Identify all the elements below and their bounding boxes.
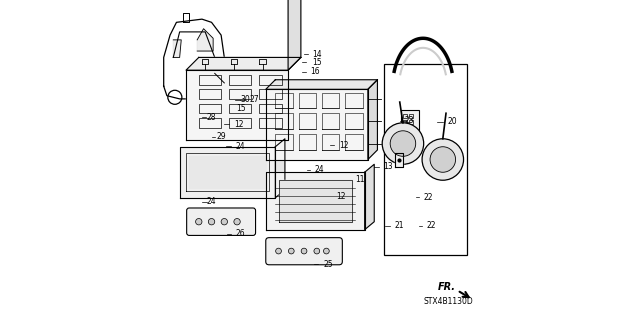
Circle shape <box>382 123 424 164</box>
Bar <box>229 89 252 99</box>
Circle shape <box>209 219 215 225</box>
Polygon shape <box>266 80 378 89</box>
Polygon shape <box>278 180 352 222</box>
Text: 27: 27 <box>250 95 259 104</box>
Circle shape <box>221 219 227 225</box>
Text: 21: 21 <box>395 221 404 230</box>
Text: 29: 29 <box>216 132 226 141</box>
Circle shape <box>323 248 329 254</box>
Circle shape <box>289 248 294 254</box>
Bar <box>401 110 419 134</box>
FancyBboxPatch shape <box>187 208 255 235</box>
Bar <box>403 114 407 118</box>
FancyBboxPatch shape <box>266 238 342 265</box>
Polygon shape <box>197 29 213 51</box>
Text: 16: 16 <box>310 67 320 76</box>
Text: 20: 20 <box>447 117 457 126</box>
Circle shape <box>196 219 202 225</box>
Text: STX4B1130D: STX4B1130D <box>424 297 473 306</box>
Bar <box>229 104 252 113</box>
Bar <box>199 89 221 99</box>
Text: 25: 25 <box>323 260 333 269</box>
Polygon shape <box>365 164 374 230</box>
Polygon shape <box>266 172 365 230</box>
Text: 22: 22 <box>427 221 436 230</box>
Polygon shape <box>189 156 266 188</box>
Text: 15: 15 <box>236 104 246 113</box>
Bar <box>403 120 407 124</box>
Bar <box>403 127 407 131</box>
Circle shape <box>422 139 463 180</box>
Bar <box>410 120 413 124</box>
Text: 22: 22 <box>424 193 433 202</box>
Polygon shape <box>275 139 285 198</box>
Text: 30: 30 <box>240 95 250 104</box>
Polygon shape <box>180 147 275 198</box>
Polygon shape <box>186 57 301 70</box>
Bar <box>199 118 221 128</box>
Text: 12: 12 <box>337 192 346 201</box>
Bar <box>229 75 252 85</box>
Bar <box>229 118 252 128</box>
Text: FR.: FR. <box>438 282 456 292</box>
Circle shape <box>390 131 416 156</box>
Circle shape <box>430 147 456 172</box>
Bar <box>199 104 221 113</box>
Text: 13: 13 <box>383 162 393 171</box>
Polygon shape <box>368 80 378 160</box>
Circle shape <box>301 248 307 254</box>
Text: 11: 11 <box>355 175 365 184</box>
Bar <box>259 89 282 99</box>
Bar <box>384 64 467 255</box>
Text: 12: 12 <box>339 141 349 150</box>
Bar <box>410 114 413 118</box>
Polygon shape <box>173 40 181 57</box>
Polygon shape <box>186 70 288 140</box>
Circle shape <box>234 219 240 225</box>
Text: 24: 24 <box>315 165 324 174</box>
Text: 15: 15 <box>312 58 321 67</box>
Circle shape <box>276 248 282 254</box>
Text: 14: 14 <box>312 50 321 59</box>
Polygon shape <box>288 0 301 70</box>
Bar <box>410 127 413 131</box>
Polygon shape <box>395 153 403 167</box>
Circle shape <box>314 248 320 254</box>
Text: 24: 24 <box>235 142 244 151</box>
Text: 23: 23 <box>404 116 414 125</box>
Bar <box>259 75 282 85</box>
Text: 24: 24 <box>207 197 216 206</box>
Text: 26: 26 <box>235 229 244 238</box>
Text: 12: 12 <box>234 120 243 129</box>
Bar <box>259 118 282 128</box>
Bar <box>259 104 282 113</box>
Bar <box>199 75 221 85</box>
Polygon shape <box>266 89 368 160</box>
Text: 28: 28 <box>207 113 216 122</box>
